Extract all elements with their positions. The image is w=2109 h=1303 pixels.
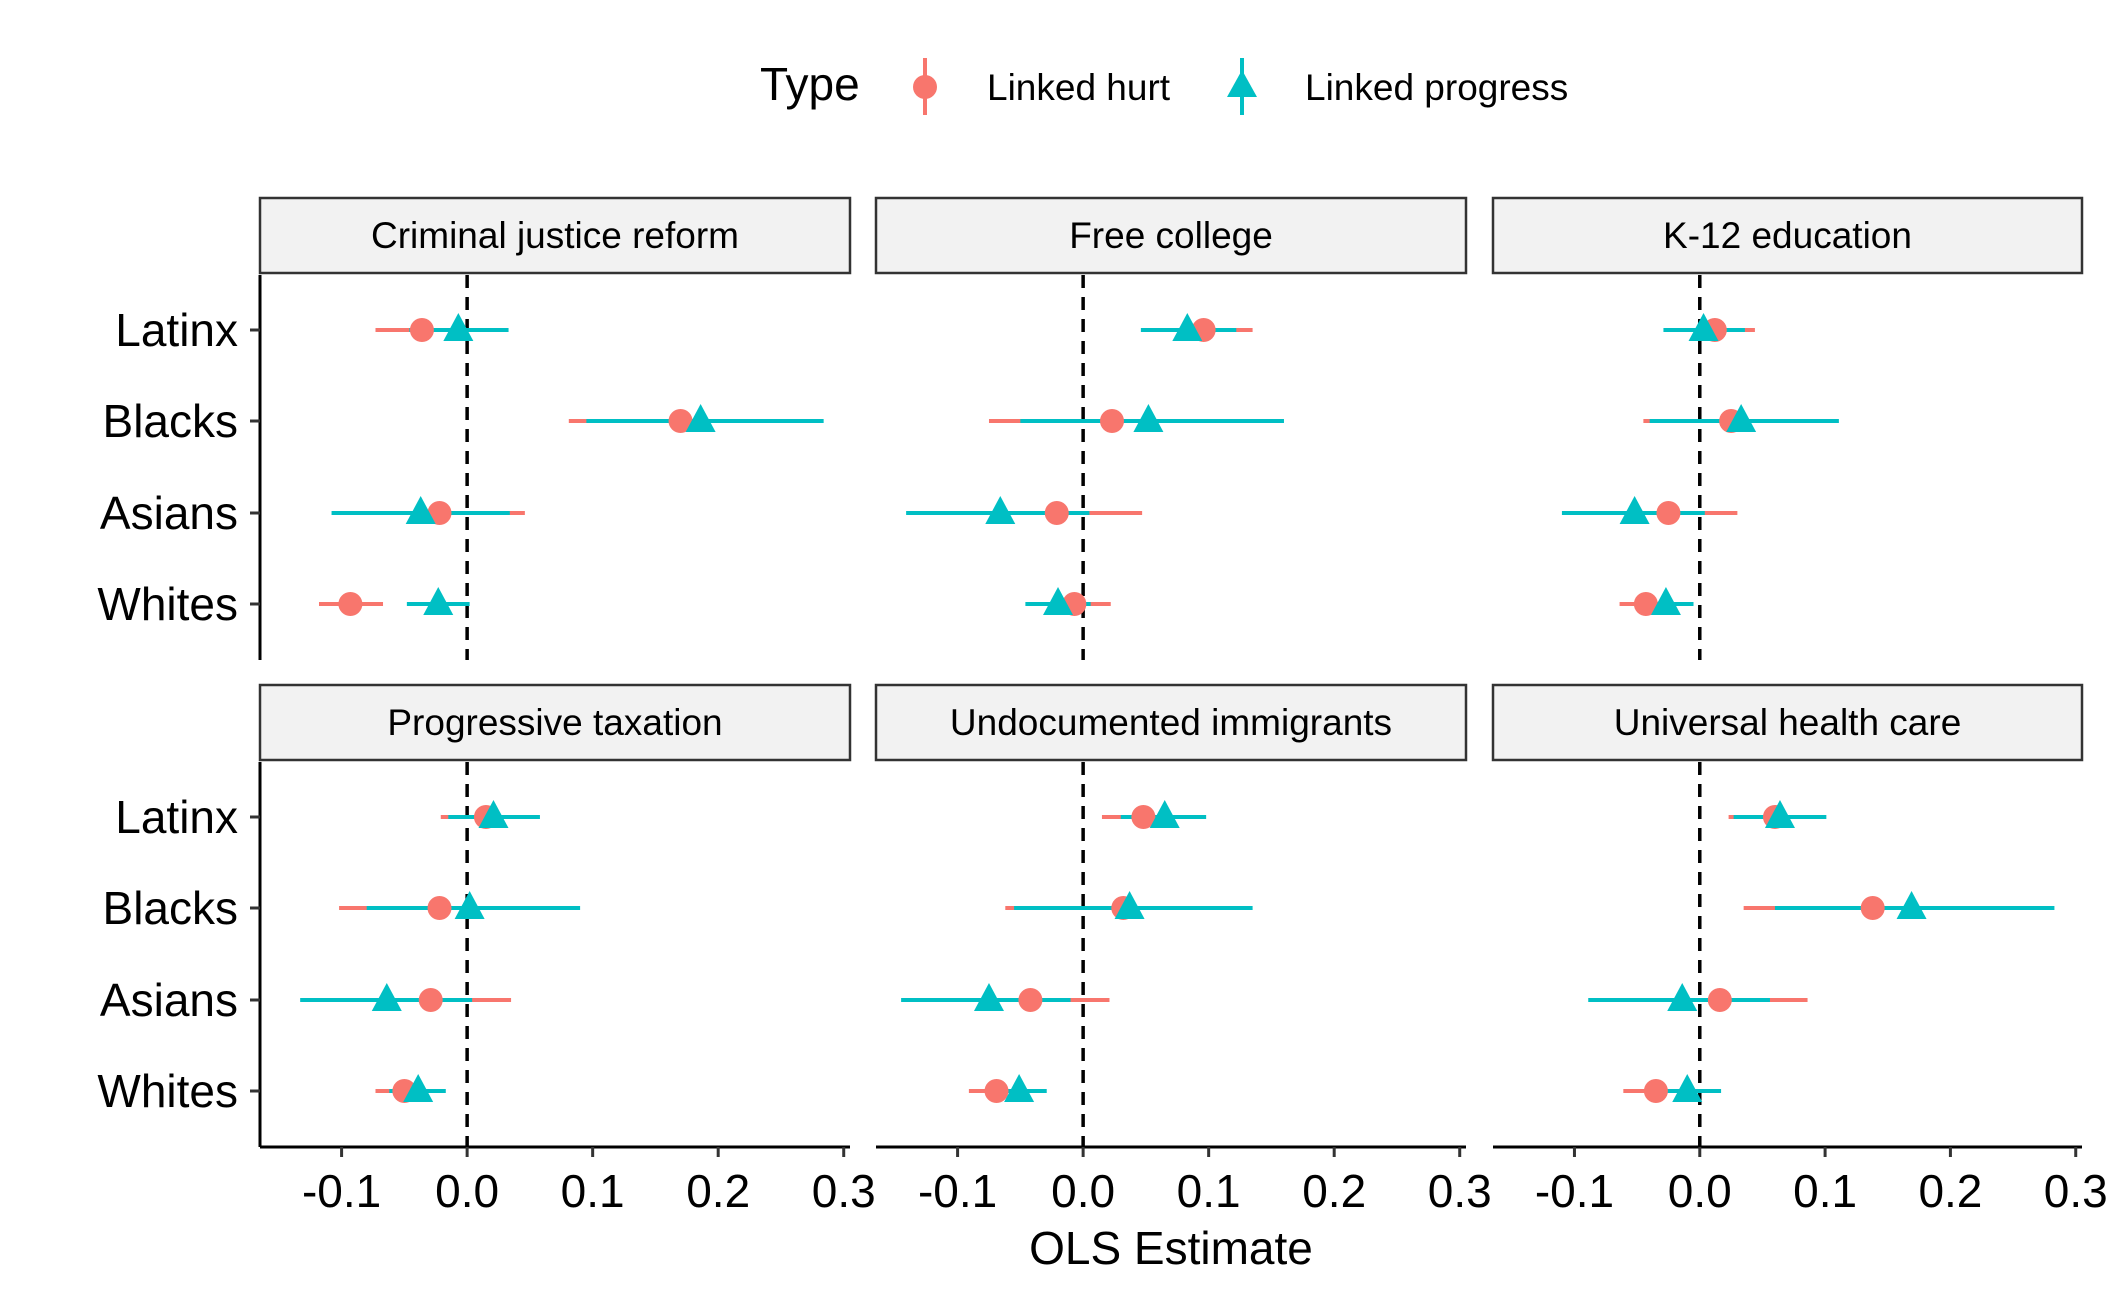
x-tick-label: 0.0 (435, 1165, 499, 1217)
point-linked-progress-asians (1619, 496, 1650, 524)
point-linked-hurt-whites (984, 1079, 1009, 1103)
y-tick-label-asians: Asians (100, 974, 238, 1026)
point-linked-hurt-asians (1044, 501, 1069, 525)
x-axis-label: OLS Estimate (1029, 1222, 1313, 1274)
x-tick-label: 0.2 (1302, 1165, 1366, 1217)
panel-free-college: Free college (874, 196, 1468, 660)
point-linked-progress-latinx (1149, 800, 1180, 828)
point-linked-hurt-whites (1643, 1079, 1668, 1103)
panel-k-12-education: K-12 education (1491, 196, 2084, 660)
x-tick-label: 0.2 (686, 1165, 750, 1217)
x-tick-label: 0.2 (1918, 1165, 1982, 1217)
x-tick-label: 0.0 (1668, 1165, 1732, 1217)
y-tick-label-blacks: Blacks (103, 395, 238, 447)
point-linked-progress-asians (405, 496, 436, 524)
panel-criminal-justice-reform: Criminal justice reform (258, 196, 852, 660)
x-tick-label: 0.3 (1428, 1165, 1492, 1217)
facet-strip (258, 683, 852, 762)
facet-title: Universal health care (1614, 702, 1962, 743)
legend-label-linked-progress: Linked progress (1305, 67, 1568, 108)
legend-item-linked-hurt: Linked hurt (913, 58, 1171, 115)
facet-strip (874, 683, 1468, 762)
point-linked-hurt-blacks (1100, 409, 1124, 433)
point-linked-hurt-whites (1633, 592, 1658, 616)
y-tick-label-latinx: Latinx (115, 791, 238, 843)
facet-strip (258, 196, 852, 275)
y-tick-label-whites: Whites (97, 578, 238, 630)
facet-title: K-12 education (1663, 215, 1912, 256)
point-linked-progress-whites (1672, 1074, 1703, 1102)
x-tick-label: 0.1 (561, 1165, 625, 1217)
y-tick-label-blacks: Blacks (103, 882, 238, 934)
point-linked-progress-blacks (1114, 891, 1145, 919)
facet-strip (874, 196, 1468, 275)
point-linked-progress-whites (1043, 587, 1074, 615)
panel-universal-health-care: Universal health care (1491, 683, 2084, 1147)
x-tick-label: 0.3 (2044, 1165, 2108, 1217)
point-linked-hurt-latinx (409, 318, 434, 342)
point-linked-hurt-blacks (668, 409, 693, 433)
point-linked-progress-blacks (454, 891, 485, 919)
point-linked-progress-latinx (478, 800, 509, 828)
x-tick-label: -0.1 (1535, 1165, 1614, 1217)
y-tick-label-latinx: Latinx (115, 304, 238, 356)
x-tick-label: 0.3 (812, 1165, 876, 1217)
axes: Latinx Blacks Asians Whites Latinx Blacks Asia… (97, 275, 2108, 1217)
point-linked-progress-latinx (1172, 313, 1203, 341)
point-linked-progress-latinx (1688, 313, 1719, 341)
point-linked-progress-blacks (1896, 891, 1927, 919)
facet-strip (1491, 683, 2084, 762)
point-linked-progress-asians (985, 496, 1016, 524)
y-tick-label-whites: Whites (97, 1065, 238, 1117)
point-linked-progress-whites (1004, 1074, 1035, 1102)
point-linked-progress-blacks (1133, 404, 1164, 432)
facet-title: Free college (1069, 215, 1273, 256)
point-linked-hurt-blacks (427, 896, 452, 920)
point-linked-progress-asians (973, 983, 1004, 1011)
point-linked-progress-asians (1667, 983, 1698, 1011)
panel-progressive-taxation: Progressive taxation (258, 683, 852, 1147)
point-linked-progress-blacks (685, 404, 716, 432)
point-linked-progress-asians (371, 983, 402, 1011)
x-tick-label: -0.1 (302, 1165, 381, 1217)
point-linked-progress-blacks (1726, 404, 1757, 432)
facet-title: Progressive taxation (387, 702, 722, 743)
panels: Criminal justice reform Free college K-12 … (258, 196, 2084, 1147)
x-tick-label: 0.1 (1793, 1165, 1857, 1217)
point-linked-progress-whites (403, 1074, 434, 1102)
legend-circle-marker (913, 75, 937, 99)
point-linked-hurt-asians (1018, 988, 1043, 1012)
point-linked-progress-whites (423, 587, 454, 615)
point-linked-hurt-asians (427, 501, 452, 525)
point-linked-hurt-asians (418, 988, 443, 1012)
point-linked-hurt-asians (1656, 501, 1681, 525)
x-tick-label: 0.0 (1051, 1165, 1115, 1217)
y-tick-label-asians: Asians (100, 487, 238, 539)
x-tick-label: 0.1 (1177, 1165, 1241, 1217)
point-linked-hurt-whites (338, 592, 363, 616)
facet-strip (1491, 196, 2084, 275)
point-linked-progress-latinx (443, 313, 474, 341)
legend-item-linked-progress: Linked progress (1227, 58, 1568, 115)
x-tick-label: -0.1 (918, 1165, 997, 1217)
point-linked-hurt-latinx (1131, 805, 1156, 829)
point-linked-progress-whites (1650, 587, 1681, 615)
panel-undocumented-immigrants: Undocumented immigrants (874, 683, 1468, 1147)
legend-label-linked-hurt: Linked hurt (987, 67, 1171, 108)
point-linked-hurt-asians (1707, 988, 1732, 1012)
legend-title: Type (760, 58, 860, 110)
facet-title: Undocumented immigrants (950, 702, 1392, 743)
legend-triangle-marker (1227, 70, 1257, 97)
point-linked-hurt-blacks (1860, 896, 1885, 920)
facet-title: Criminal justice reform (371, 215, 739, 256)
point-linked-progress-latinx (1764, 800, 1795, 828)
legend: Type Linked hurt Linked progress (760, 58, 1568, 115)
